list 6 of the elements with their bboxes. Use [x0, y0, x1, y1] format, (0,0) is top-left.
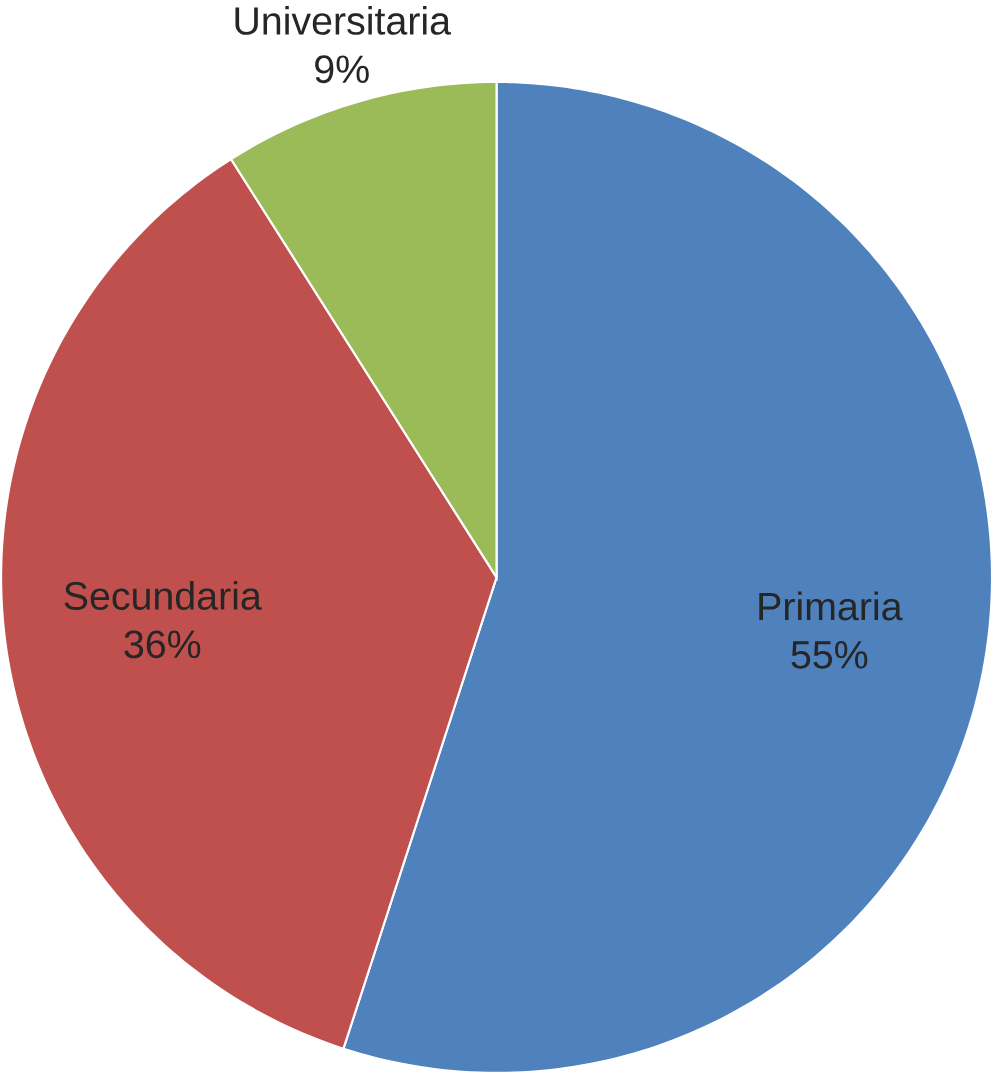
slice-label: Secundaria [64, 581, 262, 610]
slice-label: Universitaria [235, 5, 451, 35]
data-label: 36% [124, 630, 201, 659]
slice-label: Primaria [759, 591, 903, 621]
data-label: 55% [791, 641, 868, 669]
data-label: 9% [315, 55, 369, 84]
